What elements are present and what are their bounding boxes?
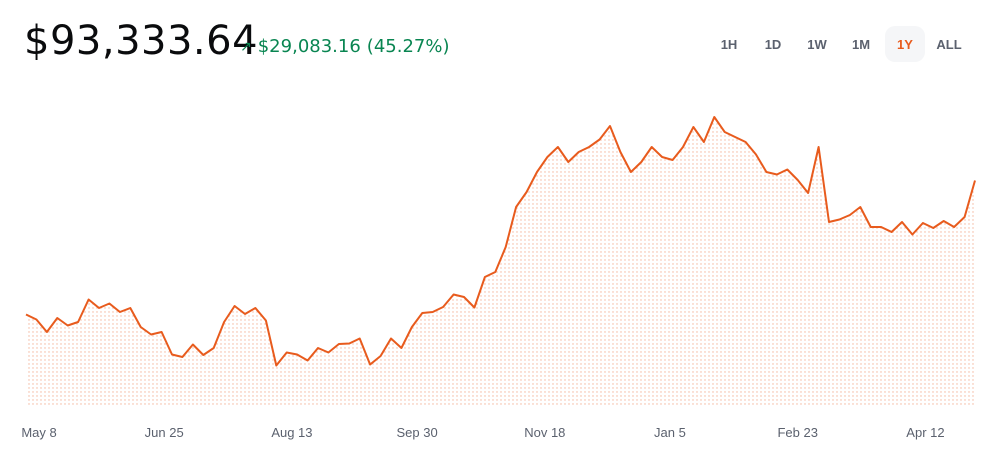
x-axis-tick-label: Feb 23 [777, 425, 817, 440]
range-button-1h[interactable]: 1H [720, 36, 738, 52]
range-button-1m[interactable]: 1M [851, 36, 871, 52]
x-axis-tick-label: Aug 13 [271, 425, 312, 440]
x-axis-tick-label: Nov 18 [524, 425, 565, 440]
change-percent: (45.27%) [366, 36, 450, 57]
price-change: ↗ $29,083.16 (45.27%) [240, 36, 449, 57]
time-range-selector: 1H 1D 1W 1M 1Y ALL [709, 26, 969, 62]
price-chart[interactable]: May 8 Jun 25 Aug 13 Sep 30 Nov 18 Jan 5 Feb 23… [0, 95, 1003, 449]
current-price: $93,333.64 [24, 18, 259, 64]
x-axis-tick-label: Sep 30 [396, 425, 437, 440]
change-amount: $29,083.16 [257, 36, 361, 57]
range-button-1w[interactable]: 1W [807, 36, 827, 52]
x-axis-tick-label: Jan 5 [654, 425, 686, 440]
header: $93,333.64 ↗ $29,083.16 (45.27%) 1H 1D 1… [0, 0, 1003, 90]
range-button-all[interactable]: ALL [936, 36, 962, 52]
range-button-1d[interactable]: 1D [764, 36, 782, 52]
range-button-1y[interactable]: 1Y [885, 26, 925, 62]
trend-up-arrow-icon: ↗ [240, 38, 252, 55]
price-line [25, 116, 976, 367]
x-axis-tick-label: May 8 [21, 425, 56, 440]
x-axis-tick-label: Jun 25 [145, 425, 184, 440]
x-axis-tick-label: Apr 12 [906, 425, 944, 440]
